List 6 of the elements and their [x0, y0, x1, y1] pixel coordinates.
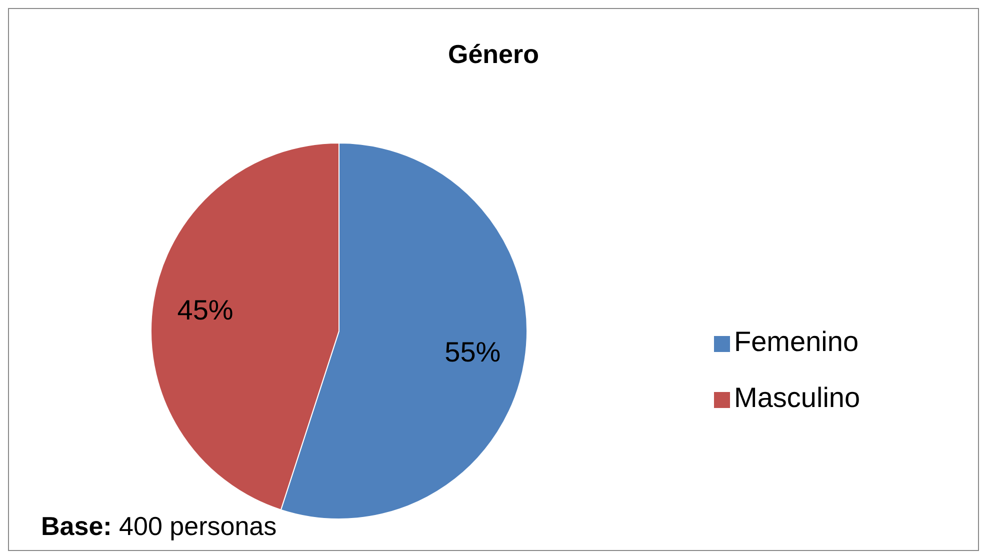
data-label: 55%	[444, 336, 501, 368]
data-label: 45%	[177, 294, 234, 326]
legend-label: Femenino	[734, 326, 859, 357]
chart-title: Género	[446, 39, 540, 70]
text: Base: 400 personas	[41, 511, 277, 541]
legend-label: Masculino	[734, 382, 860, 413]
